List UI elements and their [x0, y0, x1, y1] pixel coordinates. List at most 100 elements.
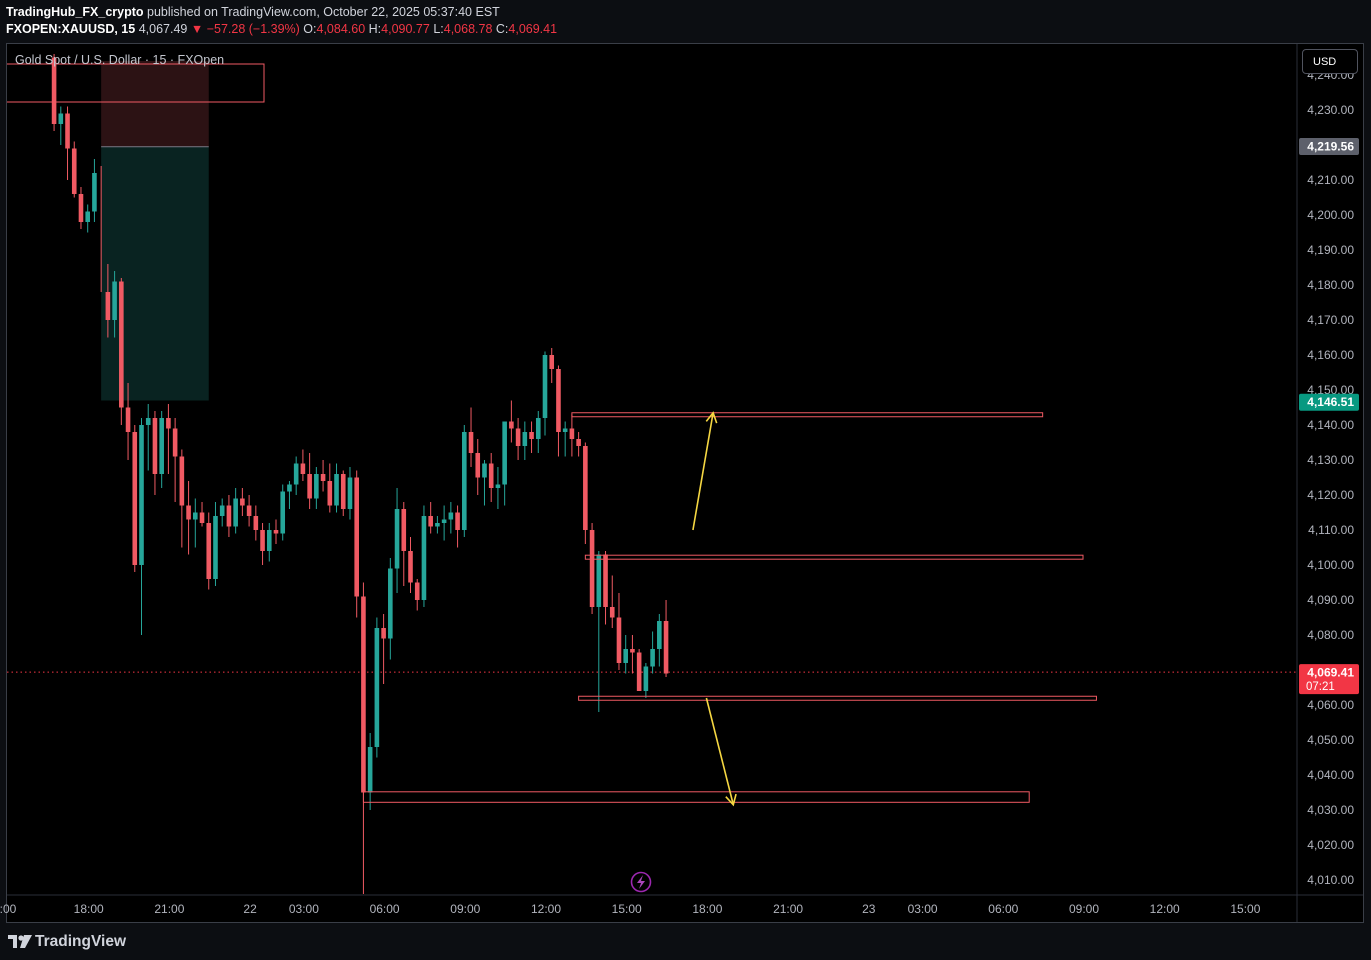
candle-body [394, 509, 400, 569]
highlight-box [7, 63, 265, 103]
candle-body [623, 649, 628, 663]
candle-body [482, 463, 487, 478]
candle-body [226, 505, 232, 527]
x-tick-label: 23 [862, 902, 876, 916]
candle [287, 481, 292, 509]
candle [596, 551, 602, 712]
candle [233, 488, 238, 534]
candle [240, 488, 245, 516]
candle-body [556, 369, 561, 432]
candle-body [280, 491, 286, 534]
zone-rectangle [571, 412, 1044, 418]
candle [488, 453, 494, 502]
price-tag-highlight: 4,146.51 [1299, 393, 1359, 411]
candle [589, 523, 595, 614]
candle-body [166, 418, 171, 429]
candle [374, 617, 380, 758]
candle [105, 264, 111, 338]
y-tick-label: 4,010.00 [1307, 873, 1354, 887]
candle [78, 187, 84, 229]
candle [616, 593, 622, 670]
candle-body [233, 498, 238, 527]
candle [435, 516, 440, 534]
close-label: C: [495, 22, 509, 36]
candle-body [529, 432, 534, 439]
chart-header: TradingHub_FX_crypto published on Tradin… [6, 4, 557, 38]
candle [462, 425, 467, 537]
y-tick-label: 4,210.00 [1307, 173, 1354, 187]
x-tick-label: 09:00 [450, 902, 480, 916]
y-tick-label: 4,140.00 [1307, 418, 1354, 432]
y-tick-label: 4,150.00 [1307, 383, 1354, 397]
y-tick-label: 4,050.00 [1307, 733, 1354, 747]
high-value: 4,090.77 [381, 22, 430, 36]
candle [246, 495, 252, 527]
candle [273, 519, 279, 544]
candle-body [334, 474, 339, 506]
plot-area[interactable] [6, 54, 1297, 894]
candle [529, 421, 534, 453]
y-tick-label: 4,030.00 [1307, 803, 1354, 817]
symbol-description: Gold Spot / U.S. Dollar · 15 · FXOpen [15, 53, 225, 67]
candle-body [367, 747, 373, 793]
y-tick-label: 4,130.00 [1307, 453, 1354, 467]
lightning-icon[interactable] [630, 871, 652, 893]
candle-body [401, 509, 407, 551]
y-tick-label: 4,020.00 [1307, 838, 1354, 852]
candle-body [246, 505, 252, 516]
candle-body [408, 551, 413, 583]
arrow-head [705, 411, 718, 424]
candle-body [159, 418, 164, 474]
candle-body [361, 596, 366, 793]
candle [367, 733, 373, 810]
candle-body [105, 292, 111, 320]
candle [172, 418, 178, 502]
currency-button[interactable]: USD [1302, 49, 1358, 74]
author-name[interactable]: TradingHub_FX_crypto [6, 5, 144, 19]
candle-body [320, 474, 326, 481]
candle [428, 502, 433, 534]
last-price: 4,067.49 [138, 22, 188, 36]
candle [468, 407, 474, 467]
candle-body [340, 474, 346, 509]
candle [85, 204, 90, 233]
candle-body [145, 418, 151, 425]
candle-body [462, 432, 467, 530]
candle-body [199, 512, 205, 523]
candle [51, 54, 57, 131]
candle-body [347, 477, 353, 509]
candle [414, 579, 420, 611]
position-target-zone [101, 146, 209, 401]
candle-body [152, 418, 158, 474]
price-tag-label: 4,069.41 [1307, 666, 1354, 680]
candle-body [240, 498, 245, 506]
candle-body [421, 516, 427, 600]
x-tick-label: 21:00 [773, 902, 803, 916]
candle [576, 432, 581, 457]
candle-body [435, 523, 440, 527]
symbol-label[interactable]: FXOPEN:XAUUSD, 15 [6, 22, 136, 36]
candle-body [455, 512, 460, 530]
candle-body [657, 621, 662, 649]
chart-frame[interactable] [6, 43, 1364, 923]
candle [509, 400, 514, 443]
candle [347, 467, 353, 520]
position-stop-zone [101, 61, 209, 147]
candle [657, 614, 662, 667]
candle-body [179, 456, 185, 506]
candle [260, 523, 265, 565]
arrow-shaft [692, 412, 714, 531]
candle-body [475, 453, 481, 478]
candle-body [85, 211, 90, 222]
candle-body [293, 463, 299, 485]
candle [193, 498, 198, 548]
candle-body [603, 554, 608, 607]
close-value: 4,069.41 [508, 22, 558, 36]
candle [482, 460, 487, 506]
candle [394, 488, 400, 593]
candle [475, 439, 481, 495]
candle [441, 505, 447, 541]
price-tag-label: 4,219.56 [1307, 140, 1354, 154]
